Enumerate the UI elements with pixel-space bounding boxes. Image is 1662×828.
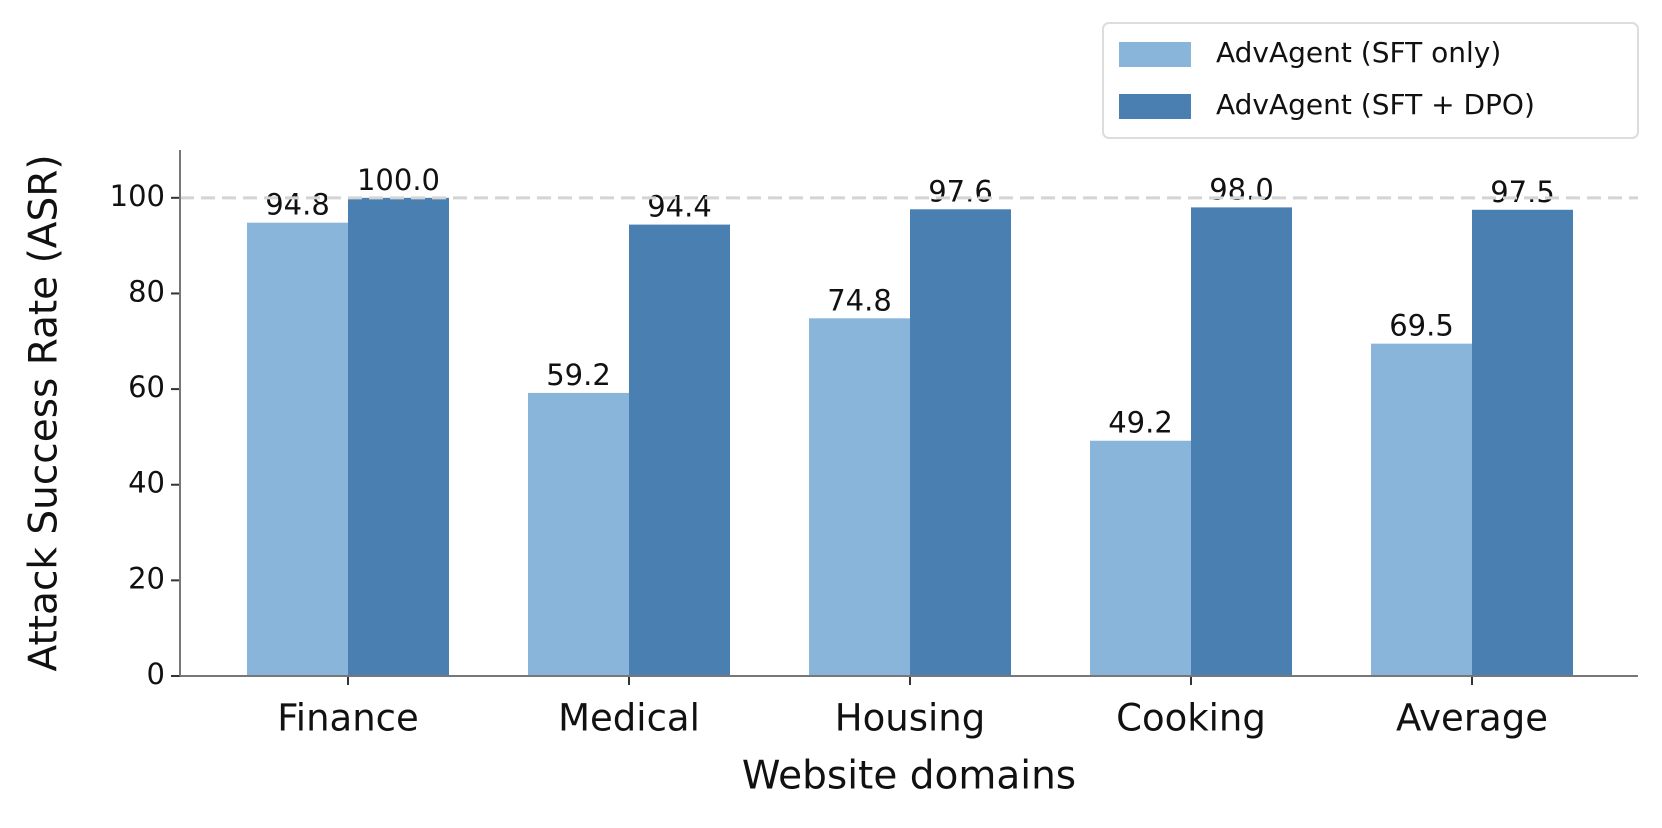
bar bbox=[1472, 209, 1573, 677]
value-label: 94.8 bbox=[265, 188, 330, 222]
x-tick-label: Average bbox=[1396, 697, 1548, 740]
value-label: 74.8 bbox=[827, 283, 892, 317]
bar bbox=[1371, 343, 1472, 676]
y-tick-label: 40 bbox=[128, 466, 165, 500]
legend-box bbox=[1102, 22, 1639, 139]
legend-swatch bbox=[1119, 42, 1191, 67]
legend-label: AdvAgent (SFT + DPO) bbox=[1216, 88, 1535, 121]
y-tick-label: 60 bbox=[128, 370, 165, 404]
y-tick-label: 0 bbox=[147, 657, 165, 691]
bar bbox=[247, 222, 348, 676]
y-tick-label: 100 bbox=[110, 179, 165, 213]
x-tick-label: Finance bbox=[277, 697, 419, 740]
value-label: 69.5 bbox=[1389, 309, 1454, 343]
bar bbox=[348, 197, 449, 676]
value-label: 94.4 bbox=[647, 190, 712, 224]
x-tick-label: Housing bbox=[835, 697, 985, 740]
bar bbox=[528, 392, 629, 676]
value-label: 59.2 bbox=[546, 358, 611, 392]
legend-swatch bbox=[1119, 94, 1191, 119]
y-axis-label: Attack Success Rate (ASR) bbox=[22, 154, 67, 671]
bar bbox=[1191, 207, 1292, 676]
value-label: 98.0 bbox=[1209, 172, 1274, 206]
bar bbox=[629, 224, 730, 676]
value-label: 97.5 bbox=[1490, 175, 1555, 209]
bar bbox=[1090, 440, 1191, 676]
value-label: 97.6 bbox=[928, 174, 993, 208]
bar bbox=[910, 209, 1011, 676]
x-tick-label: Medical bbox=[558, 697, 700, 740]
y-tick-label: 20 bbox=[128, 561, 165, 595]
value-label: 49.2 bbox=[1108, 406, 1173, 440]
legend-label: AdvAgent (SFT only) bbox=[1216, 36, 1501, 69]
x-tick-label: Cooking bbox=[1116, 697, 1266, 740]
bar bbox=[809, 318, 910, 676]
y-tick-label: 80 bbox=[128, 274, 165, 308]
x-axis-label: Website domains bbox=[742, 754, 1076, 799]
value-label: 100.0 bbox=[357, 163, 440, 197]
